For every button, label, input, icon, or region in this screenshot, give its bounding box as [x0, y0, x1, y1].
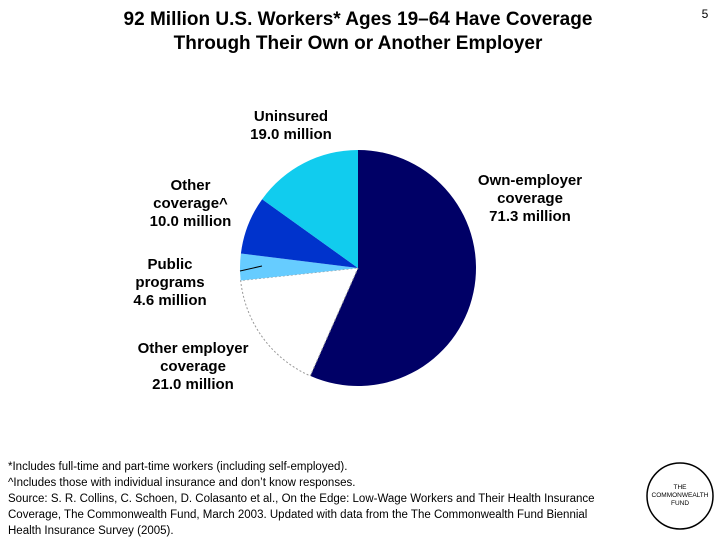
footnote: Health Insurance Survey (2005).: [8, 525, 174, 537]
slice-label: Uninsured: [253, 108, 329, 125]
slice-label: Other employer coverage: [137, 340, 249, 375]
leader-line: [239, 265, 263, 272]
pie-slice: [240, 253, 358, 281]
pie-slice: [240, 199, 358, 268]
chart-title: 92 Million U.S. Workers* Ages 19–64 Have…: [123, 9, 593, 54]
pie-slice: [310, 150, 476, 386]
pie-slice: [262, 150, 358, 268]
footnote: ^Includes those with individual insuranc…: [8, 477, 356, 489]
logo-text: THE COMMONWEALTH FUND: [651, 484, 709, 507]
slice-label: Public programs: [135, 256, 205, 291]
slice-label: Own-employer coverage: [477, 172, 583, 207]
page-number: 5: [701, 7, 709, 21]
pie-slice: [240, 267, 359, 377]
slice-label: Other coverage^: [153, 177, 228, 212]
slice-value-label: 21.0 million: [152, 376, 234, 393]
footnote: *Includes full-time and part-time worker…: [8, 461, 348, 473]
footnote: Coverage, The Commonwealth Fund, March 2…: [8, 509, 588, 521]
slice-value-label: 71.3 million: [489, 208, 571, 225]
logo-circle: [646, 462, 714, 530]
footnote: Source: S. R. Collins, C. Schoen, D. Col…: [8, 493, 595, 505]
slice-value-label: 4.6 million: [133, 292, 207, 309]
slice-value-label: 10.0 million: [149, 213, 232, 230]
slice-value-label: 19.0 million: [250, 126, 332, 143]
